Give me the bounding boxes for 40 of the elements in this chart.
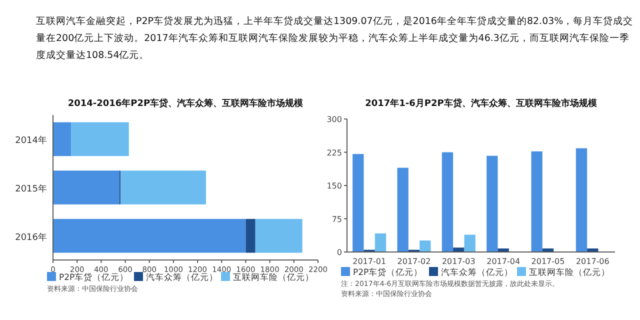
bar [374, 233, 386, 252]
x-tick-label: 2017-06 [576, 257, 610, 266]
bar [420, 240, 431, 252]
bar [120, 170, 206, 204]
x-tick-label: 2017-01 [352, 257, 386, 266]
y-tick-label: 75 [332, 214, 342, 224]
x-tick-label: 2017-05 [531, 257, 565, 266]
chart-title: 2017年1-6月P2P车贷、汽车众筹、互联网车险市场规模 [365, 98, 598, 109]
legend-label: 汽车众筹（亿元） [146, 272, 218, 283]
bar [453, 248, 464, 252]
x-tick-label: 2017-02 [397, 257, 431, 266]
legend-label: 互联网车险（亿元） [529, 267, 610, 278]
x-tick-label: 2017-04 [486, 257, 520, 266]
bar [464, 234, 476, 252]
legend-label: P2P车贷（亿元） [59, 272, 129, 283]
legend-label: 汽车众筹（亿元） [441, 267, 513, 278]
legend-label: P2P车贷（亿元） [353, 267, 423, 278]
bar [397, 168, 408, 252]
y-tick-label: 2014年 [15, 135, 47, 146]
legend-label: 互联网车险（亿元） [233, 272, 314, 283]
x-tick-label: 2017-03 [442, 257, 476, 266]
bar [352, 154, 364, 252]
bar [71, 122, 129, 156]
bar [576, 148, 588, 252]
bar [442, 152, 454, 252]
bar [246, 218, 256, 253]
y-tick-label: 2015年 [15, 184, 47, 194]
y-tick-label: 0 [336, 248, 342, 257]
y-tick-label: 2016年 [15, 232, 47, 243]
bar [53, 218, 246, 253]
y-tick-label: 300 [326, 115, 342, 124]
bar [53, 122, 72, 156]
text: 互联网汽车金融突起，P2P车贷发展尤为迅猛，上半年车贷成交量达1309.07亿元，是2016年全年车贷成交量的82.03%，每月车贷成交量在200亿元上下波动。2017年汽车众筹和互联网汽车保险发展较为平稳，汽车众筹上半年成交量为46.3亿元，而互联网汽车保险一季度成交量达108.54亿元。 [36, 15, 634, 61]
bar [53, 170, 120, 204]
y-tick-label: 225 [326, 148, 342, 158]
bar [255, 218, 302, 253]
bar [531, 151, 542, 252]
bar [486, 156, 498, 252]
y-tick-label: 150 [326, 182, 342, 190]
chart-title: 2014-2016年P2P车贷、汽车众筹、互联网车险市场规模 [68, 98, 304, 109]
